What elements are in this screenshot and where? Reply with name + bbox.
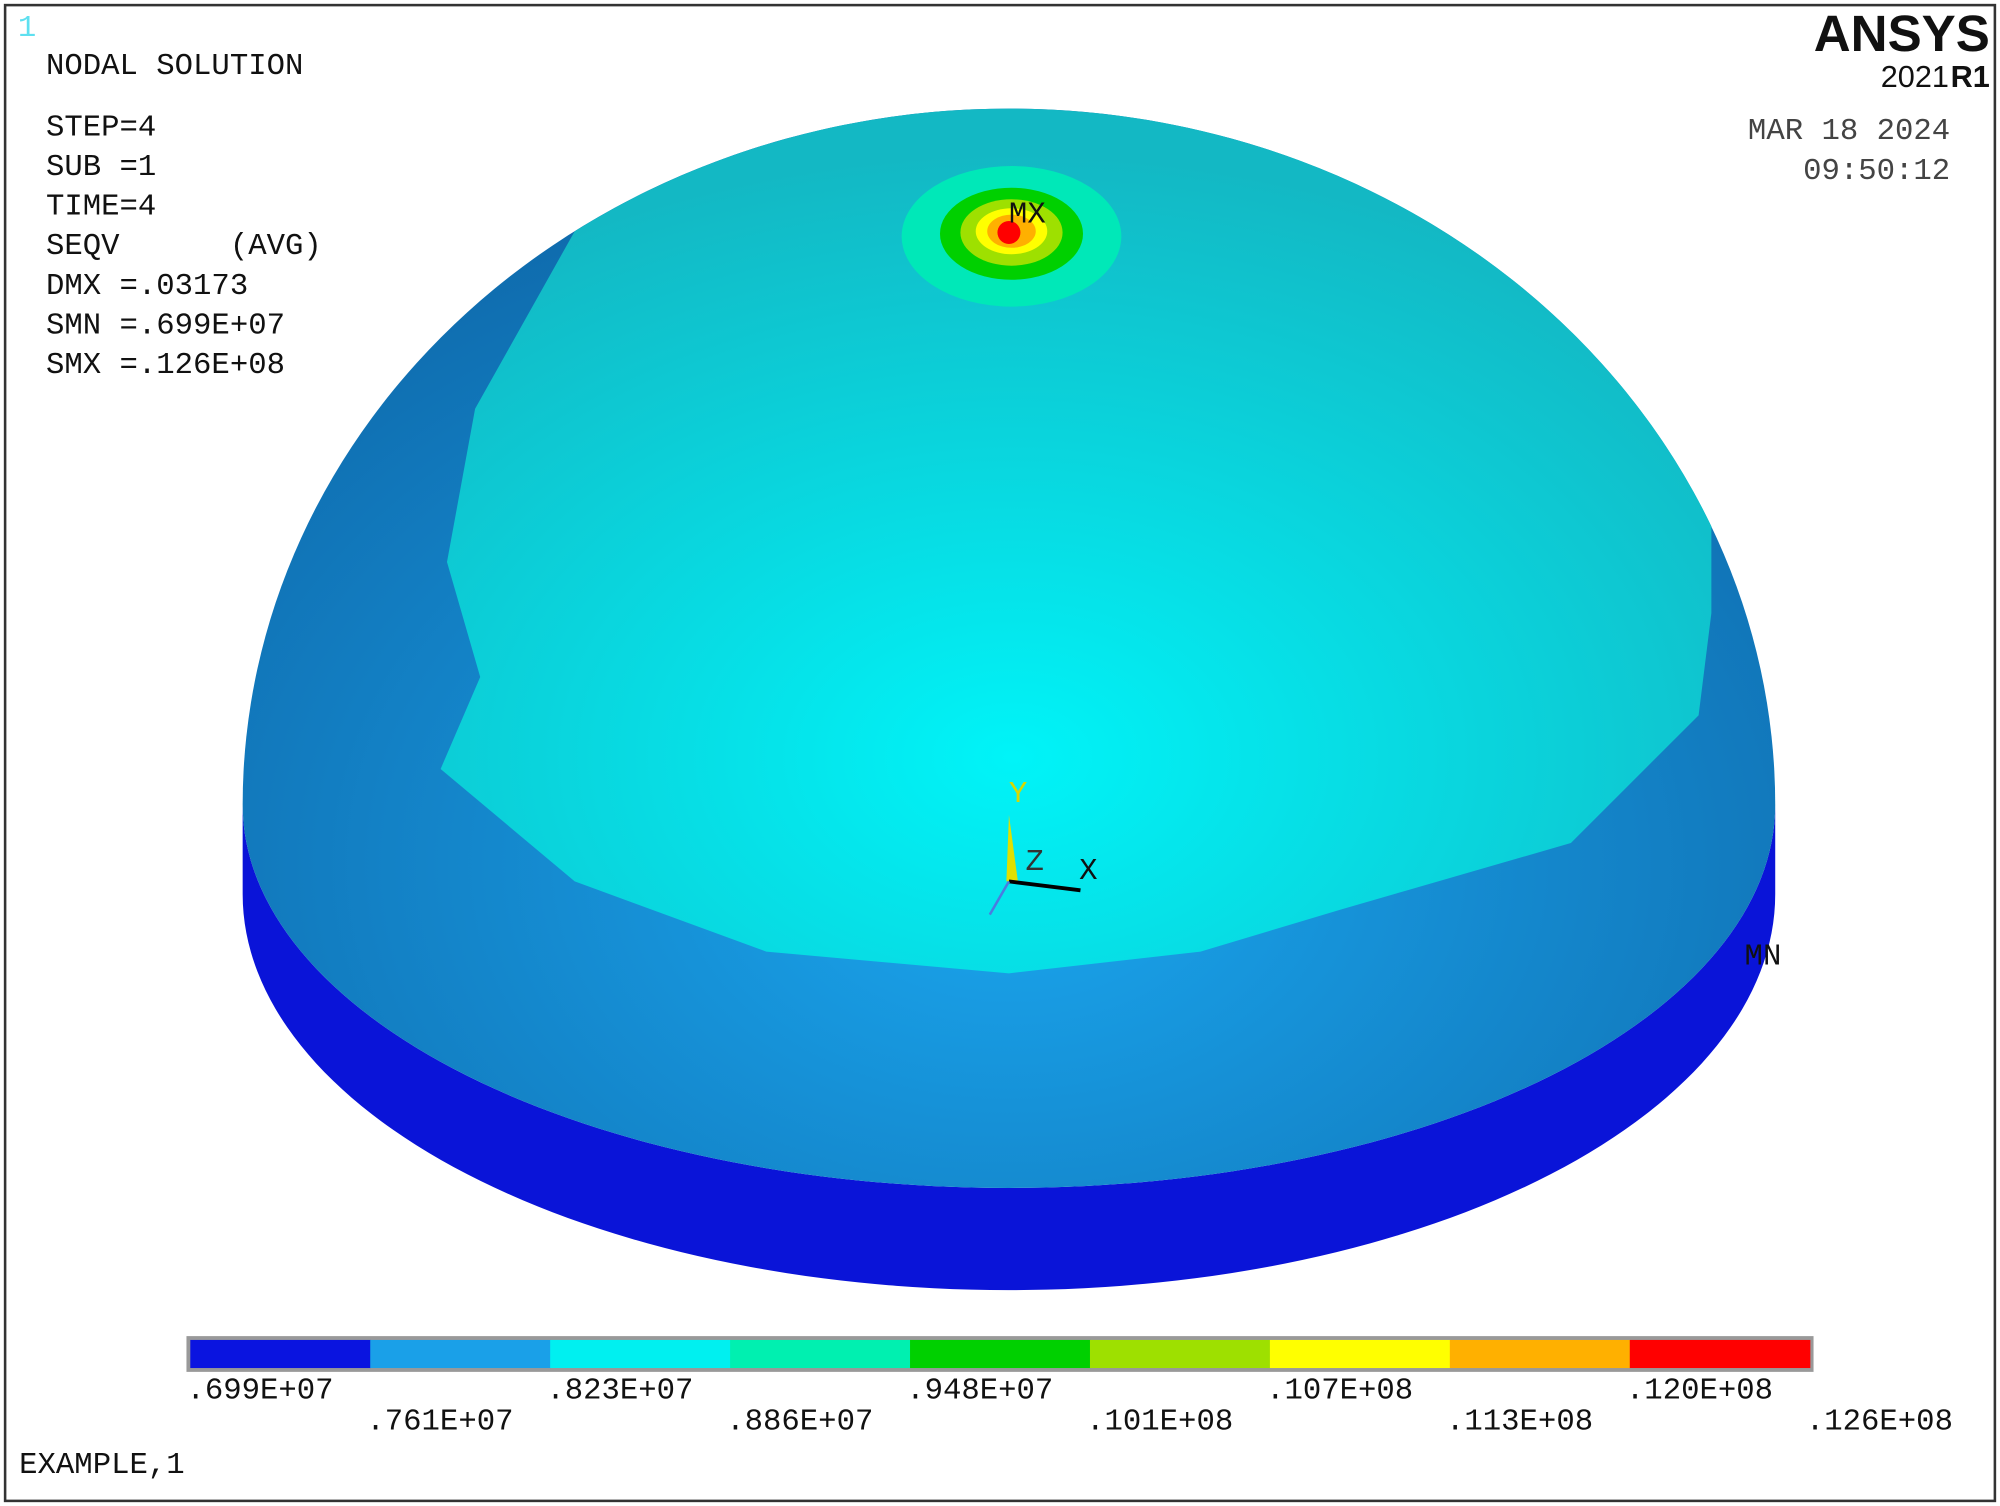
legend-swatch xyxy=(730,1339,911,1369)
header-line: SMX =.126E+08 xyxy=(46,348,285,383)
legend-swatch xyxy=(370,1339,551,1369)
legend-label: .823E+07 xyxy=(546,1374,693,1409)
date: MAR 18 2024 xyxy=(1748,114,1950,149)
header-line: STEP=4 xyxy=(46,110,156,145)
legend-swatch xyxy=(550,1339,731,1369)
time: 09:50:12 xyxy=(1803,154,1950,189)
legend-label: .761E+07 xyxy=(366,1404,513,1439)
header-line: NODAL SOLUTION xyxy=(46,49,303,84)
legend-swatch xyxy=(190,1339,371,1369)
legend-swatch xyxy=(1269,1339,1451,1369)
legend-label: .126E+08 xyxy=(1806,1404,1953,1439)
header-line: TIME=4 xyxy=(46,190,156,225)
header-line: SMN =.699E+07 xyxy=(46,308,285,343)
dome-base xyxy=(242,804,1776,1291)
triad-y-axis xyxy=(1006,814,1018,882)
header-block: NODAL SOLUTION STEP=4 SUB =1 TIME=4 SEQV… xyxy=(46,49,322,383)
legend-label: .699E+07 xyxy=(186,1374,333,1409)
window-number: 1 xyxy=(18,11,36,46)
triad-y-label: Y xyxy=(1009,777,1027,812)
legend-swatch xyxy=(910,1339,1091,1369)
triad-z-label: Z xyxy=(1026,845,1044,880)
triad-x-axis xyxy=(1008,879,1081,893)
triad-x-label: X xyxy=(1079,854,1097,889)
max-marker: MX xyxy=(1009,197,1046,232)
legend-swatch xyxy=(1449,1339,1631,1369)
legend-label: .120E+08 xyxy=(1626,1374,1773,1409)
brand-version: 2021 xyxy=(1881,60,1949,94)
header-line: SEQV (AVG) xyxy=(46,229,322,264)
header-line: DMX =.03173 xyxy=(46,269,248,304)
axis-triad: Y X Z xyxy=(988,777,1098,916)
legend-label: .107E+08 xyxy=(1266,1374,1413,1409)
footer: EXAMPLE,1 xyxy=(19,1448,184,1483)
legend-label: .113E+08 xyxy=(1446,1404,1593,1439)
legend: .699E+07 .761E+07 .823E+07 .886E+07 .948E+07… xyxy=(186,1336,1953,1439)
contour-region xyxy=(440,108,1712,974)
hotspot-core xyxy=(997,220,1021,244)
legend-swatch xyxy=(1629,1339,1811,1369)
min-marker: MN xyxy=(1745,939,1782,974)
legend-label: .886E+07 xyxy=(726,1404,873,1439)
header-line: SUB =1 xyxy=(46,150,156,185)
brand-name: ANSYS xyxy=(1814,5,1990,62)
legend-label: .948E+07 xyxy=(906,1374,1053,1409)
model: MX MN xyxy=(242,108,1782,1291)
legend-label: .101E+08 xyxy=(1086,1404,1233,1439)
triad-z-axis xyxy=(988,880,1011,916)
brand-release: R1 xyxy=(1951,60,1990,94)
legend-swatch xyxy=(1089,1339,1271,1369)
